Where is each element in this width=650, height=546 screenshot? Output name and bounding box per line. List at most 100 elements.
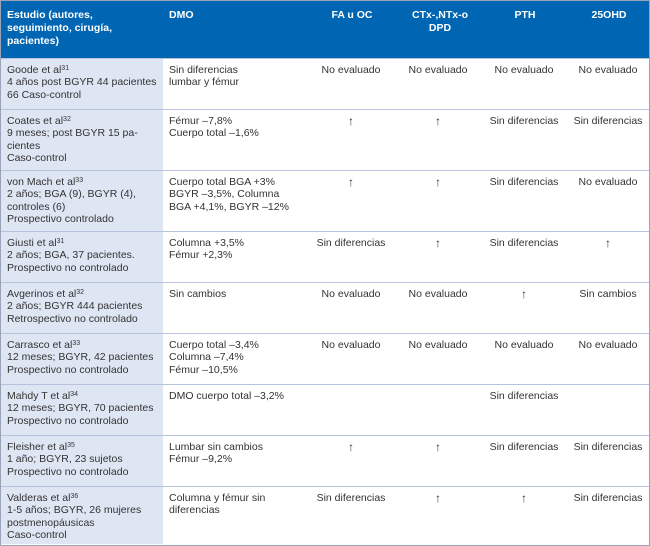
pth-cell-content: Sin diferencias: [489, 440, 559, 453]
study-detail: Caso-control: [7, 529, 67, 541]
study-author: Mahdy T et al: [7, 389, 71, 402]
pth-cell: Sin diferencias: [481, 108, 567, 170]
fa-cell: ↑: [307, 434, 395, 486]
study-cell-content: Valderas et al36 1-5 años; BGYR, 26 mujer…: [1, 487, 163, 542]
fa-cell-content: [307, 385, 395, 390]
dmo-cell-content: Fémur –7,8% Cuerpo total –1,6%: [163, 110, 307, 140]
dmo-cell-content: Cuerpo total –3,4% Columna –7,4% Fémur –10…: [163, 334, 307, 377]
study-reference: 36: [70, 492, 79, 500]
25ohd-cell-content: No evaluado: [578, 175, 638, 188]
study-reference: 34: [70, 390, 79, 398]
fa-cell-content: No evaluado: [321, 338, 381, 351]
arrow-up-icon: ↑: [348, 174, 354, 189]
arrow-up-icon: ↑: [521, 490, 527, 505]
ctx-cell: ↑: [395, 434, 481, 486]
arrow-up-icon: ↑: [435, 113, 441, 128]
pth-cell: ↑: [481, 485, 567, 544]
25ohd-cell: Sin diferencias: [567, 108, 649, 170]
pth-cell: Sin diferencias: [481, 383, 567, 435]
header-ctx: CTx-,NTx-o DPD: [395, 1, 481, 58]
25ohd-cell: [567, 383, 649, 435]
pth-cell: ↑: [481, 281, 567, 333]
dmo-cell: DMO cuerpo total –3,2%: [163, 383, 307, 435]
dmo-cell: Fémur –7,8% Cuerpo total –1,6%: [163, 108, 307, 170]
pth-cell-content: Sin diferencias: [489, 389, 559, 402]
study-cell: Mahdy T et al34 12 meses; BGYR, 70 pacien…: [1, 383, 163, 435]
study-detail: Prospectivo no controlado: [7, 414, 129, 427]
ctx-cell-content: No evaluado: [408, 338, 468, 351]
fa-cell-content: No evaluado: [321, 63, 381, 76]
study-author-line: Giusti et al31: [7, 237, 159, 250]
dmo-line: Sin diferencias: [169, 63, 238, 76]
study-detail: 1-5 años; BGYR, 26 mujeres: [7, 504, 142, 516]
study-cell: Goode et al31 4 años post BGYR 44 pacient…: [1, 57, 163, 109]
study-author-line: Fleisher et al35: [7, 441, 159, 454]
study-author: Giusti et al: [7, 236, 57, 249]
25ohd-cell: Sin cambios: [567, 281, 649, 333]
25ohd-cell: ↑: [567, 230, 649, 282]
study-detail: 12 meses; BGYR, 42 pacientes: [7, 351, 154, 363]
study-author-line: von Mach et al33: [7, 176, 159, 189]
fa-cell: No evaluado: [307, 57, 395, 109]
dmo-line: Sin cambios: [169, 287, 227, 300]
study-detail: 2 años; BGA (9), BGYR (4),: [7, 188, 136, 200]
ctx-cell-content: [395, 385, 481, 390]
study-detail: Prospectivo no controlado: [7, 465, 129, 478]
dmo-line: Columna +3,5%: [169, 236, 245, 249]
pth-cell-content: Sin diferencias: [489, 175, 559, 188]
dmo-cell-content: DMO cuerpo total –3,2%: [163, 385, 307, 403]
study-cell: Valderas et al36 1-5 años; BGYR, 26 mujer…: [1, 485, 163, 544]
dmo-line: lumbar y fémur: [169, 76, 240, 88]
pth-cell-content: Sin diferencias: [489, 236, 559, 249]
arrow-up-icon: ↑: [605, 235, 611, 250]
header-pth: PTH: [481, 1, 567, 58]
study-cell-content: von Mach et al33 2 años; BGA (9), BGYR (4…: [1, 171, 163, 226]
dmo-line: diferencias: [169, 504, 220, 516]
dmo-cell-content: Columna y fémur sin diferencias: [163, 487, 307, 517]
study-detail: controles (6): [7, 200, 66, 213]
arrow-up-icon: ↑: [435, 490, 441, 505]
25ohd-cell: Sin diferencias: [567, 485, 649, 544]
header-25ohd: 25OHD: [567, 1, 649, 58]
study-cell-content: Avgerinos et al32 2 años; BGYR 444 pacien…: [1, 283, 163, 326]
study-reference: 32: [76, 288, 85, 296]
study-author-line: Mahdy T et al34: [7, 390, 159, 403]
dmo-line: Cuerpo total –1,6%: [169, 127, 259, 139]
ctx-cell-content: ↑: [395, 436, 481, 455]
study-cell: von Mach et al33 2 años; BGA (9), BGYR (4…: [1, 169, 163, 231]
dmo-cell-content: Lumbar sin cambios Fémur –9,2%: [163, 436, 307, 466]
dmo-line: BGA +4,1%, BGYR –12%: [169, 200, 289, 213]
study-cell: Avgerinos et al32 2 años; BGYR 444 pacien…: [1, 281, 163, 333]
dmo-line: Cuerpo total –3,4%: [169, 338, 259, 351]
study-detail: cientes: [7, 139, 41, 152]
table-row: Giusti et al31 2 años; BGA, 37 pacientes.…: [1, 230, 649, 282]
study-detail: Prospectivo no controlado: [7, 363, 129, 376]
table-row: Valderas et al36 1-5 años; BGYR, 26 mujer…: [1, 485, 649, 544]
study-author: Valderas et al: [7, 491, 71, 504]
study-reference: 35: [67, 441, 75, 449]
study-detail: Caso-control: [7, 152, 67, 164]
table-body: Goode et al31 4 años post BGYR 44 pacient…: [1, 57, 649, 544]
dmo-line: Columna y fémur sin: [169, 491, 266, 504]
study-reference: 32: [63, 115, 71, 123]
study-cell: Giusti et al31 2 años; BGA, 37 pacientes.…: [1, 230, 163, 282]
study-cell-content: Giusti et al31 2 años; BGA, 37 pacientes.…: [1, 232, 163, 275]
study-detail: 4 años post BGYR 44 pacientes: [7, 76, 157, 88]
dmo-line: Fémur –10,5%: [169, 363, 238, 376]
ctx-cell-content: No evaluado: [408, 63, 468, 76]
dmo-cell-content: Sin cambios: [163, 283, 307, 301]
study-reference: 31: [61, 64, 70, 72]
pth-cell: No evaluado: [481, 332, 567, 384]
dmo-line: DMO cuerpo total –3,2%: [169, 389, 284, 402]
study-author: Avgerinos et al: [7, 287, 77, 300]
study-detail: 12 meses; BGYR, 70 pacientes: [7, 402, 154, 414]
study-detail: Prospectivo controlado: [7, 213, 114, 225]
study-author: von Mach et al: [7, 175, 76, 188]
study-author: Carrasco et al: [7, 338, 73, 351]
dmo-cell-content: Sin diferencias lumbar y fémur: [163, 59, 307, 89]
study-author: Coates et al: [7, 114, 64, 127]
study-cell-content: Goode et al31 4 años post BGYR 44 pacient…: [1, 59, 163, 102]
25ohd-cell-content: Sin diferencias: [573, 491, 643, 504]
pth-cell: Sin diferencias: [481, 230, 567, 282]
